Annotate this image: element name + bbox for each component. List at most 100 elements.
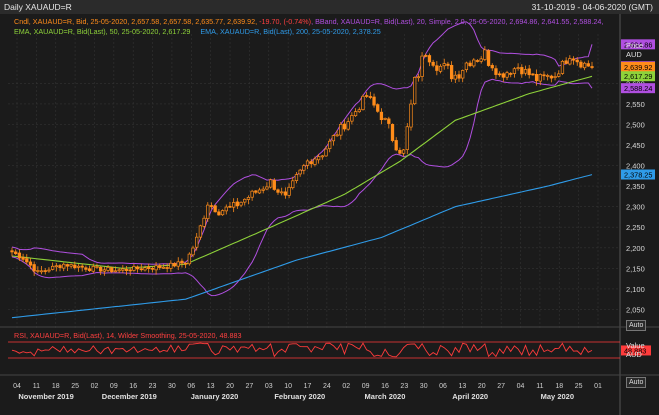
x-tick-label: 06 bbox=[439, 383, 447, 390]
candles bbox=[10, 46, 594, 276]
candle-body bbox=[324, 148, 328, 157]
candle-body bbox=[298, 169, 302, 175]
candle-body bbox=[405, 126, 409, 150]
candle-body bbox=[353, 111, 358, 117]
bband-upper bbox=[11, 21, 593, 265]
candle-legend-change: -19.70, (-0.74%) bbox=[259, 17, 312, 26]
price-marker-label: 2,639.92 bbox=[624, 63, 652, 72]
candle-body bbox=[213, 205, 217, 213]
candle-body bbox=[176, 261, 180, 267]
candle-body bbox=[472, 59, 476, 67]
candle-body bbox=[365, 95, 369, 97]
x-tick-label: 09 bbox=[362, 383, 370, 390]
rsi-auto-scale-button[interactable]: Auto bbox=[626, 377, 647, 388]
price-marker bbox=[621, 39, 655, 50]
y-tick-label: 2,300 bbox=[626, 203, 645, 212]
candle-body bbox=[420, 55, 424, 77]
rsi-axis-title-line2: AUD bbox=[626, 350, 642, 359]
rsi-axis-title: Value AUD bbox=[626, 341, 645, 359]
y-tick-label: 2,200 bbox=[626, 244, 645, 253]
candle-body bbox=[257, 189, 262, 194]
candle-body bbox=[335, 134, 339, 137]
candle-body bbox=[65, 264, 70, 267]
x-tick-label: 10 bbox=[284, 383, 292, 390]
candle-body bbox=[21, 256, 25, 260]
candle-body bbox=[110, 267, 114, 273]
candle-body bbox=[346, 121, 350, 130]
candle-body bbox=[538, 74, 542, 82]
candle-legend-text: Cndl, XAUAUD=R, Bid, 25-05-2020, 2,657.5… bbox=[14, 17, 260, 26]
candle-body bbox=[431, 61, 435, 66]
candle-body bbox=[187, 253, 191, 265]
y-tick-label: 2,450 bbox=[626, 141, 645, 150]
candle-body bbox=[401, 149, 406, 154]
candle-body bbox=[172, 263, 177, 267]
candle-body bbox=[468, 62, 472, 67]
candle-body bbox=[413, 77, 417, 105]
ema50-legend-text: EMA, XAUAUD=R, Bid(Last), 50, 25-05-2020… bbox=[14, 27, 191, 36]
candle-body bbox=[424, 55, 428, 57]
candle-body bbox=[571, 58, 576, 61]
candle-body bbox=[28, 261, 33, 266]
price-axis: 2,050 2,100 2,150 2,200 2,250 2,300 2,350 2,400… bbox=[621, 39, 655, 314]
candle-body bbox=[154, 265, 158, 271]
ema200-legend-text: EMA, XAUAUD=R, Bid(Last), 200, 25-05-202… bbox=[200, 27, 381, 36]
candle-body bbox=[294, 174, 299, 181]
chart-title: Daily XAUAUD=R bbox=[4, 2, 72, 12]
candle-body bbox=[113, 270, 118, 273]
time-axis: 04 11 18 25 02 09 16 23 30 06 13 20 27 03 10 17 24 02 09 16… bbox=[0, 374, 659, 401]
x-tick-label: 23 bbox=[149, 383, 157, 390]
candle-body bbox=[62, 263, 66, 269]
x-month-label: April 2020 bbox=[452, 392, 488, 401]
candle-body bbox=[99, 266, 103, 272]
rsi-marker bbox=[621, 345, 651, 356]
candle-body bbox=[490, 65, 494, 69]
candle-body bbox=[147, 266, 151, 269]
candle-body bbox=[549, 75, 554, 79]
x-month-label: November 2019 bbox=[18, 392, 73, 401]
x-tick-label: 30 bbox=[420, 383, 428, 390]
candle-body bbox=[69, 264, 73, 267]
candle-body bbox=[47, 269, 51, 272]
price-axis-title-line1: Price bbox=[626, 41, 644, 50]
candle-body bbox=[161, 266, 166, 269]
candle-body bbox=[135, 266, 140, 270]
x-tick-label: 27 bbox=[497, 383, 505, 390]
candle-body bbox=[501, 73, 505, 78]
candle-body bbox=[512, 68, 517, 74]
candle-body bbox=[590, 66, 594, 68]
x-tick-label: 25 bbox=[71, 383, 79, 390]
x-tick-label: 16 bbox=[129, 383, 137, 390]
candle-body bbox=[243, 198, 247, 203]
price-marker-label: 2,694.86 bbox=[624, 40, 652, 49]
candle-body bbox=[446, 63, 450, 66]
date-range: 31-10-2019 - 04-06-2020 (GMT) bbox=[531, 2, 653, 12]
price-marker bbox=[621, 71, 655, 82]
candle-body bbox=[220, 210, 225, 216]
candle-legend: Cndl, XAUAUD=R, Bid, 25-05-2020, 2,657.5… bbox=[14, 17, 603, 26]
candle-body bbox=[302, 165, 306, 171]
auto-scale-button[interactable]: Auto bbox=[626, 320, 647, 331]
candle-body bbox=[531, 73, 535, 76]
ema-legend: EMA, XAUAUD=R, Bid(Last), 50, 25-05-2020… bbox=[14, 27, 381, 36]
candle-body bbox=[523, 69, 528, 74]
candle-body bbox=[464, 62, 469, 70]
candle-body bbox=[479, 58, 483, 62]
candle-body bbox=[453, 74, 457, 80]
candle-body bbox=[416, 76, 421, 79]
rsi-line bbox=[11, 342, 593, 358]
x-tick-label: 11 bbox=[536, 383, 543, 390]
price-chart[interactable]: 48.883 2,050 2,100 2,150 2,200 2,250 2,300 2,3… bbox=[0, 14, 659, 415]
y-tick-label: 2,500 bbox=[626, 120, 645, 129]
price-marker bbox=[621, 169, 655, 180]
x-tick-label: 02 bbox=[91, 383, 99, 390]
candle-body bbox=[139, 268, 143, 271]
x-tick-label: 09 bbox=[110, 383, 118, 390]
grid-lines bbox=[8, 14, 621, 415]
candle-body bbox=[442, 63, 446, 67]
candle-body bbox=[268, 179, 273, 188]
y-tick-label: 2,050 bbox=[626, 305, 645, 314]
x-tick-label: 18 bbox=[555, 383, 563, 390]
candle-body bbox=[276, 189, 280, 193]
candle-body bbox=[95, 266, 99, 268]
